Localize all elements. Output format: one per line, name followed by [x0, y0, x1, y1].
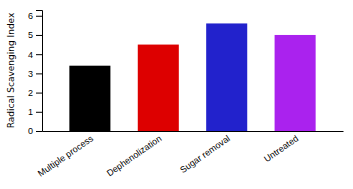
y-tick: 2 — [28, 88, 42, 98]
x-tick-label: Untreated — [262, 133, 300, 164]
y-tick-mark — [36, 35, 42, 36]
y-tick: 0 — [28, 126, 42, 136]
x-tick-label: Multiple process — [36, 133, 95, 179]
bar — [69, 66, 110, 131]
x-tick: Dephenolization — [105, 133, 164, 178]
x-tick-label: Dephenolization — [105, 133, 164, 178]
bar — [138, 45, 179, 131]
y-tick-label: 0 — [28, 126, 33, 136]
chart: 0 1 2 3 4 5 6 Multiple processDephenolization Su… — [0, 0, 353, 189]
y-axis-title: Radical Scavenging Index — [6, 12, 16, 128]
y-tick-label: 1 — [28, 107, 33, 117]
y-tick: 4 — [28, 50, 42, 60]
x-axis: Multiple processDephenolization Sugar rem… — [36, 132, 343, 179]
y-axis-line — [36, 11, 43, 132]
y-tick-label: 5 — [28, 30, 33, 40]
y-tick: 3 — [28, 69, 42, 79]
bar — [206, 23, 247, 131]
y-tick: 1 — [28, 107, 42, 117]
y-tick-mark — [36, 131, 42, 132]
y-tick: 6 — [28, 11, 42, 21]
y-tick: 5 — [28, 30, 42, 40]
plot: 0 1 2 3 4 5 6 Multiple processDephenolization Su… — [28, 11, 344, 179]
bars — [69, 23, 315, 131]
y-tick-mark — [36, 112, 42, 113]
y-tick-label: 3 — [28, 69, 33, 79]
bar — [275, 35, 316, 131]
x-tick-label: Sugar removal — [178, 133, 232, 175]
y-tick-mark — [36, 73, 42, 74]
y-tick-label: 2 — [28, 88, 33, 98]
y-tick-mark — [36, 54, 42, 55]
x-tick: Untreated — [262, 133, 300, 164]
x-tick: Multiple process — [36, 133, 95, 179]
y-axis: 0 1 2 3 4 5 6 — [28, 11, 43, 137]
x-axis-line — [43, 131, 344, 132]
y-tick-label: 6 — [28, 11, 33, 21]
y-tick-mark — [36, 93, 42, 94]
y-tick-mark — [36, 16, 42, 17]
x-tick: Sugar removal — [178, 133, 232, 175]
y-tick-label: 4 — [28, 50, 33, 60]
